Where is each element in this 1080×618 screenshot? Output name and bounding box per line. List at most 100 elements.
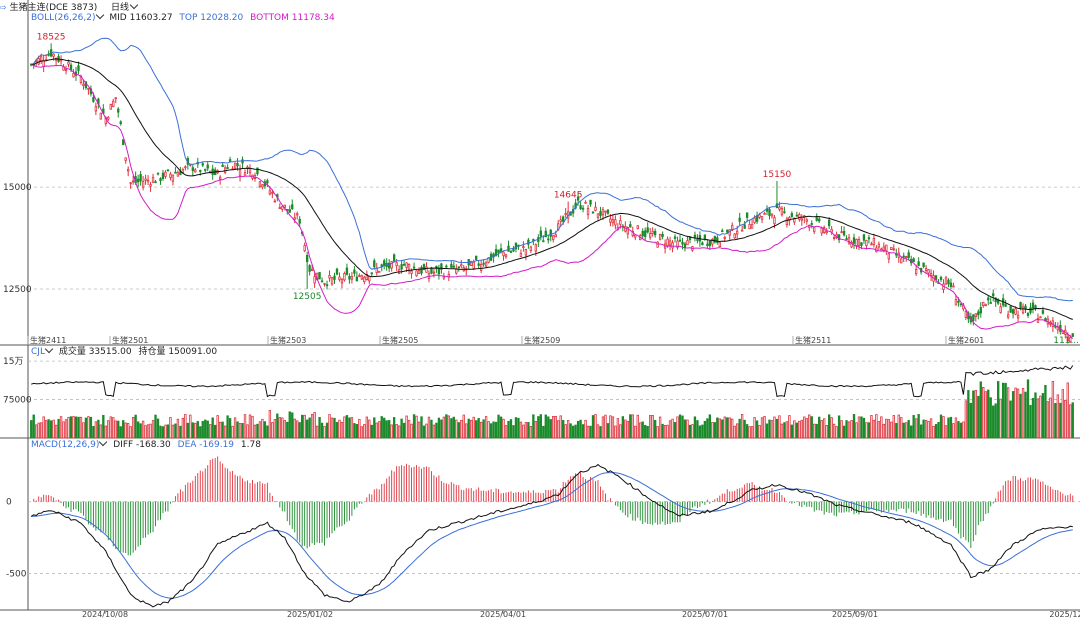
candle-body xyxy=(268,190,272,195)
candle-body xyxy=(52,53,55,57)
volume-bar xyxy=(425,423,428,439)
volume-bar xyxy=(820,420,823,439)
candle-body xyxy=(1006,314,1010,318)
volume-bar xyxy=(815,423,818,439)
volume-bar xyxy=(447,415,451,439)
volume-bar xyxy=(706,418,709,439)
candle-body xyxy=(748,224,751,230)
boll-legend: BOLL(26,26,2) MID 11603.27 TOP 12028.20 … xyxy=(31,10,339,24)
candle-body xyxy=(288,209,291,213)
candle-body xyxy=(750,224,754,229)
volume-bar xyxy=(723,416,726,439)
candle-body xyxy=(338,276,341,281)
volume-bar xyxy=(798,420,801,439)
candle-body xyxy=(512,248,515,252)
volume-bar xyxy=(519,421,523,439)
candle-body xyxy=(109,104,112,110)
candle-body xyxy=(243,172,247,176)
candle-body xyxy=(238,169,242,177)
volume-bar xyxy=(768,419,771,439)
volume-bar xyxy=(614,425,617,439)
volume-bar xyxy=(1069,404,1072,439)
volume-bar xyxy=(827,414,831,439)
volume-bar xyxy=(64,419,68,439)
candle-body xyxy=(303,245,306,252)
candle-body xyxy=(204,168,207,171)
volume-bar xyxy=(407,419,411,439)
volume-bar xyxy=(44,420,48,439)
candle-body xyxy=(795,214,799,217)
volume-bar xyxy=(470,419,473,439)
volume-bar xyxy=(477,418,480,439)
volume-bar xyxy=(711,422,714,439)
boll-bottom-label: BOTTOM 11178.34 xyxy=(250,13,335,23)
volume-bar xyxy=(139,423,142,439)
candle-body xyxy=(149,184,152,187)
candle-body xyxy=(343,272,346,281)
volume-bar xyxy=(355,424,359,439)
volume-bar xyxy=(206,420,209,439)
candle-body xyxy=(373,260,376,268)
volume-bar xyxy=(949,416,953,439)
candle-body xyxy=(905,256,908,259)
candle-body xyxy=(437,268,441,275)
boll-indicator-label[interactable]: BOLL(26,26,2) xyxy=(31,13,96,23)
contract-title[interactable]: 生猪主连(DCE 3873) xyxy=(9,3,98,13)
volume-bar xyxy=(442,416,446,439)
volume-bar xyxy=(400,418,403,439)
candle-body xyxy=(860,242,863,247)
volume-bar xyxy=(837,415,841,439)
volume-bar xyxy=(246,424,249,439)
candle-body xyxy=(194,169,197,173)
candle-body xyxy=(927,269,930,274)
candle-body xyxy=(296,213,299,216)
volume-bar xyxy=(728,417,731,439)
candle-body xyxy=(363,276,366,283)
volume-bar xyxy=(335,421,339,439)
volume-tick-label: 75000 xyxy=(3,396,32,406)
candle-body xyxy=(601,209,605,216)
candle-body xyxy=(656,241,659,248)
candle-body xyxy=(671,242,674,249)
volume-bar xyxy=(69,416,73,439)
candle-body xyxy=(308,265,311,272)
volume-bar xyxy=(937,422,940,439)
candle-body xyxy=(805,219,808,222)
volume-bar xyxy=(760,417,764,439)
candle-body xyxy=(117,108,120,113)
volume-bar xyxy=(571,425,575,439)
volume-bar xyxy=(1004,382,1007,439)
candle-body xyxy=(683,243,687,249)
candle-body xyxy=(562,216,565,222)
volume-bar xyxy=(773,416,776,439)
candle-body xyxy=(793,217,796,223)
volume-bar xyxy=(887,419,890,439)
candle-body xyxy=(430,267,433,274)
volume-bar xyxy=(59,416,63,439)
boll-mid-label: MID 11603.27 xyxy=(109,13,173,23)
candle-body xyxy=(291,204,294,210)
candle-body xyxy=(415,270,418,277)
macd-indicator-label[interactable]: MACD(12,26,9) xyxy=(31,440,100,450)
volume-bar xyxy=(780,423,784,439)
volume-bar xyxy=(557,420,560,439)
candle-body xyxy=(624,226,627,232)
volume-bar xyxy=(79,416,83,439)
period-selector[interactable]: 日线 xyxy=(111,3,130,13)
volume-bar xyxy=(397,425,401,439)
candle-body xyxy=(1061,330,1064,335)
candle-body xyxy=(668,240,672,246)
candle-body xyxy=(241,159,244,164)
diff-line xyxy=(30,463,1073,608)
candle-body xyxy=(825,231,828,234)
candle-body xyxy=(661,233,664,237)
volume-bar xyxy=(649,415,652,439)
candle-body xyxy=(934,275,938,281)
volume-bar xyxy=(1016,388,1020,439)
candle-body xyxy=(370,272,373,275)
price-extreme-label: 18525 xyxy=(37,32,66,42)
volume-bar xyxy=(256,423,259,439)
volume-bar xyxy=(350,417,354,439)
cjl-indicator-label[interactable]: CJL xyxy=(31,347,45,357)
